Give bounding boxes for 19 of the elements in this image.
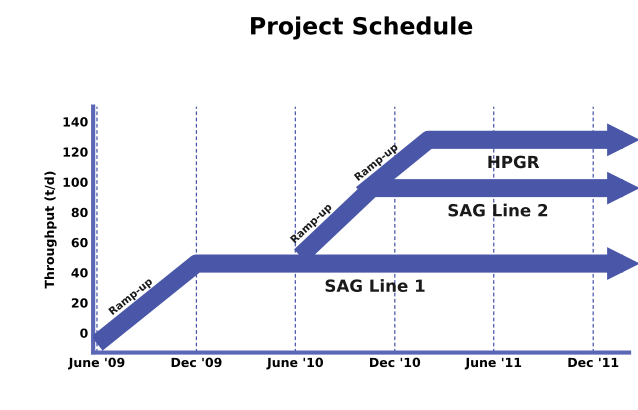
series-label: HPGR [488, 156, 540, 168]
y-tick-label: 60 [72, 238, 88, 248]
x-tick-label: Dec '11 [568, 358, 618, 368]
y-tick-label: 120 [64, 147, 88, 157]
chart-title: Project Schedule [251, 16, 472, 40]
y-tick-label: 80 [72, 208, 88, 218]
x-tick-label: June '10 [266, 358, 323, 370]
x-tick-label: June '11 [464, 358, 522, 370]
y-tick-label: 40 [71, 268, 88, 278]
series-label: SAG Line 1 [326, 279, 425, 292]
y-axis-title: Throughput (t/d) [44, 172, 57, 289]
y-tick-label: 0 [80, 328, 88, 338]
series-label: SAG Line 2 [448, 204, 548, 217]
x-tick-label: June '09 [68, 358, 124, 370]
y-tick-label: 20 [72, 298, 88, 308]
x-tick-label: Dec '09 [172, 358, 222, 368]
y-tick-label: 140 [64, 117, 88, 127]
x-tick-label: Dec '10 [370, 358, 420, 368]
y-tick-label: 100 [64, 178, 88, 187]
